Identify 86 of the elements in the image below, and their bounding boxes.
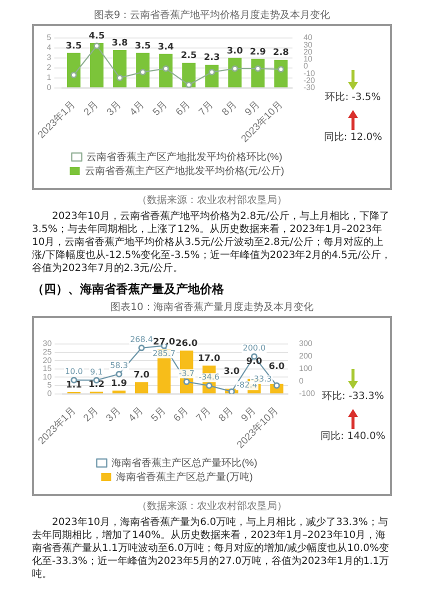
data-label: 200.0 [242, 344, 266, 353]
y-tick-label: 2 [46, 63, 52, 72]
data-label: -34.6 [198, 372, 220, 382]
data-label: 3.5 [66, 41, 82, 52]
x-tick-label: 8月 [216, 405, 236, 424]
data-label: 7.0 [134, 370, 150, 381]
data-label: -82.4 [236, 380, 258, 390]
y-tick-label: 1 [46, 73, 52, 82]
text: 环比: -3.5% [325, 90, 381, 104]
x-tick-label: 7月 [194, 405, 214, 424]
x-tick-label: 3月 [104, 405, 124, 424]
y2-tick-label: -100 [298, 388, 316, 398]
y2-tick-label: -30 [303, 82, 316, 92]
text: 环比: -33.3% [322, 390, 384, 403]
text: （数据来源：农业农村部农垦局） [136, 194, 288, 207]
text: （数据来源：农业农村部农垦局） [136, 500, 288, 513]
x-tick-label: 3月 [105, 99, 124, 118]
x-tick-label: 4月 [128, 99, 147, 118]
y2-tick-label: 40 [303, 33, 313, 42]
x-tick-label: 8月 [220, 99, 239, 118]
data-label: 6.0 [268, 362, 285, 372]
y-tick-label: 4 [46, 43, 52, 52]
data-label: 4.5 [88, 31, 105, 42]
data-label: 1.2 [88, 380, 104, 390]
data-label: 268.4 [130, 335, 153, 344]
y2-tick-label: 300 [298, 339, 313, 348]
chart-subtitle: （四）、海南省香蕉产量及产地价格 [32, 281, 225, 298]
text: 同比: 12.0% [324, 130, 382, 144]
y-tick-label: 15 [42, 364, 52, 374]
y-tick-label: 0 [47, 388, 52, 398]
legend-label: 云南省香蕉主产区产地批发平均价格(元/公斤) [84, 164, 284, 177]
data-label: 2.9 [250, 47, 266, 58]
data-label: 1.1 [66, 380, 82, 390]
y-tick-label: 5 [47, 380, 52, 390]
x-tick-label: 7月 [197, 99, 216, 118]
data-label: -3.7 [178, 368, 194, 378]
x-tick-label: 9月 [243, 99, 262, 118]
y2-tick-label: 10 [303, 54, 313, 64]
y-tick-label: 20 [42, 356, 52, 365]
data-label: 3.4 [158, 42, 174, 52]
y-tick-label: 3 [46, 53, 52, 62]
data-label: 3.5 [134, 41, 151, 52]
y-tick-label: 10 [42, 372, 52, 382]
y2-tick-label: 0 [298, 376, 304, 386]
data-label: 10.0 [65, 367, 83, 376]
data-label: 9.1 [90, 367, 103, 376]
data-label: 3.0 [226, 46, 243, 56]
data-label: 27.0 [152, 337, 176, 348]
chart-title: 图表10：海南省香蕉产量月度走势及本月变化 [110, 300, 314, 314]
y2-tick-label: -20 [303, 76, 316, 85]
y2-tick-label: 100 [298, 364, 313, 374]
legend-label: 云南省香蕉主产区产地批发平均价格环比(%) [86, 150, 282, 163]
y2-tick-label: -10 [303, 68, 316, 78]
y2-tick-label: 20 [303, 47, 313, 56]
text: 同比: 140.0% [320, 430, 386, 443]
x-tick-label: 4月 [126, 405, 146, 424]
x-tick-label: 2月 [82, 405, 101, 424]
x-tick-label: 9月 [239, 405, 258, 424]
text: 2023年10月，海南省香蕉产量为6.0万吨，与上月相比，减少了33.3%；与去年同期相比，增加了140%。从历史数据来看，2023年1月–2023年10月，海南省香蕉产量从1.1万吨波动至6.0万吨；每月对应的增加/减少幅度也从10.0%变化至-33.3%；近一年峰值为2023年5月的27.0万吨，谷值为2023年1月的1.1万吨。 [32, 516, 390, 581]
data-label: 17.0 [198, 354, 220, 364]
data-label: -33.3 [251, 374, 272, 384]
x-tick-label: 6月 [174, 99, 193, 118]
data-label: 58.3 [110, 361, 128, 370]
text: 2023年10月，云南省香蕉产地平均价格为2.8元/公斤，与上月相比，下降了3.5%；与去年同期相比，上涨了12%。从历史数据来看，2023年1月–2023年10月，云南省香蕉产地平均价格从3.5元/公斤波动至2.8元/公斤；每月对应的上涨/下降幅度也从-12.5%变化至-3.5%；近一年峰值为2023年2月的4.5元/公斤，谷值为2023年7月的2.3元/公斤。 [32, 210, 392, 275]
x-tick-label: 5月 [149, 405, 168, 424]
data-label: 2.8 [272, 48, 289, 58]
y-tick-label: 0 [46, 82, 52, 92]
data-label: 285.7 [152, 348, 176, 358]
x-tick-label: 2月 [82, 99, 101, 118]
y2-tick-label: 200 [298, 352, 313, 361]
data-label: 1.9 [111, 378, 127, 389]
y2-tick-label: 0 [303, 62, 308, 71]
data-label: 2.3 [204, 53, 220, 64]
data-label: 3.0 [224, 367, 240, 378]
chart-title: 图表9：云南省香蕉产地平均价格月度走势及本月变化 [92, 8, 332, 22]
y-tick-label: 30 [42, 339, 52, 348]
x-tick-label: 6月 [172, 405, 191, 424]
legend-label: 海南省香蕉主产区总产量(万吨) [116, 470, 253, 483]
y-tick-label: 5 [46, 33, 52, 42]
x-tick-label: 5月 [151, 99, 170, 118]
data-label: 26.0 [175, 338, 198, 349]
data-label: 2.5 [180, 51, 197, 62]
data-label: 3.8 [112, 38, 128, 48]
y2-tick-label: 30 [303, 40, 313, 50]
y-tick-label: 25 [42, 348, 52, 356]
legend-label: 海南省香蕉主产区总产量环比(%) [112, 456, 258, 469]
